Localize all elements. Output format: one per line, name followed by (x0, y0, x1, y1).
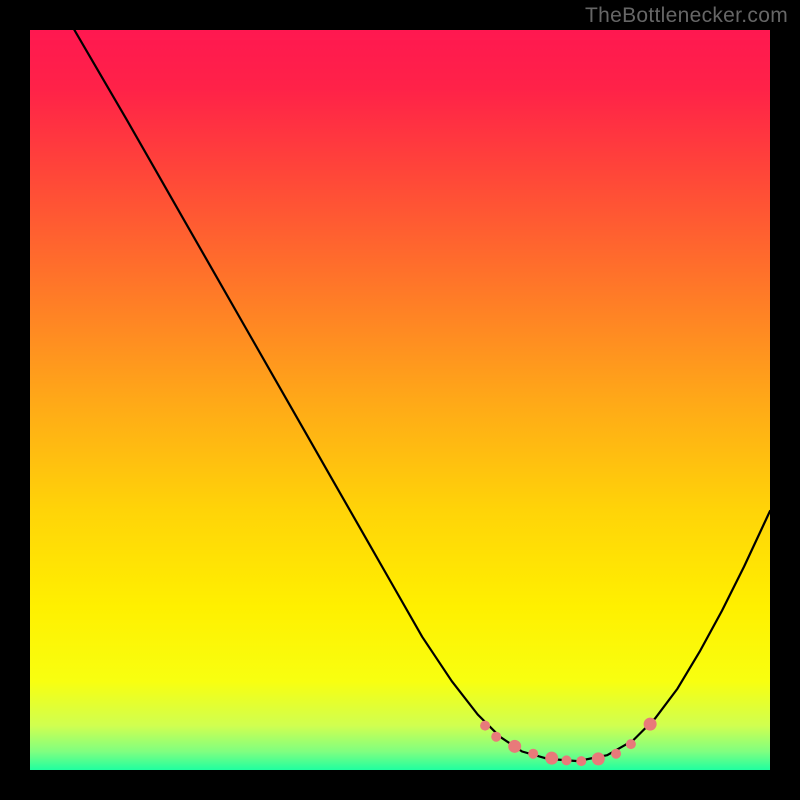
watermark-text: TheBottlenecker.com (585, 4, 788, 28)
curve-marker (644, 718, 657, 731)
curve-marker (562, 755, 572, 765)
curve-marker (480, 721, 490, 731)
curve-marker (508, 740, 521, 753)
chart-background (30, 30, 770, 770)
curve-marker (611, 749, 621, 759)
curve-marker (545, 752, 558, 765)
curve-marker (576, 756, 586, 766)
curve-marker (491, 732, 501, 742)
bottleneck-curve-chart (30, 30, 770, 770)
curve-marker (626, 739, 636, 749)
chart-container (30, 30, 770, 770)
curve-marker (528, 749, 538, 759)
curve-marker (592, 752, 605, 765)
